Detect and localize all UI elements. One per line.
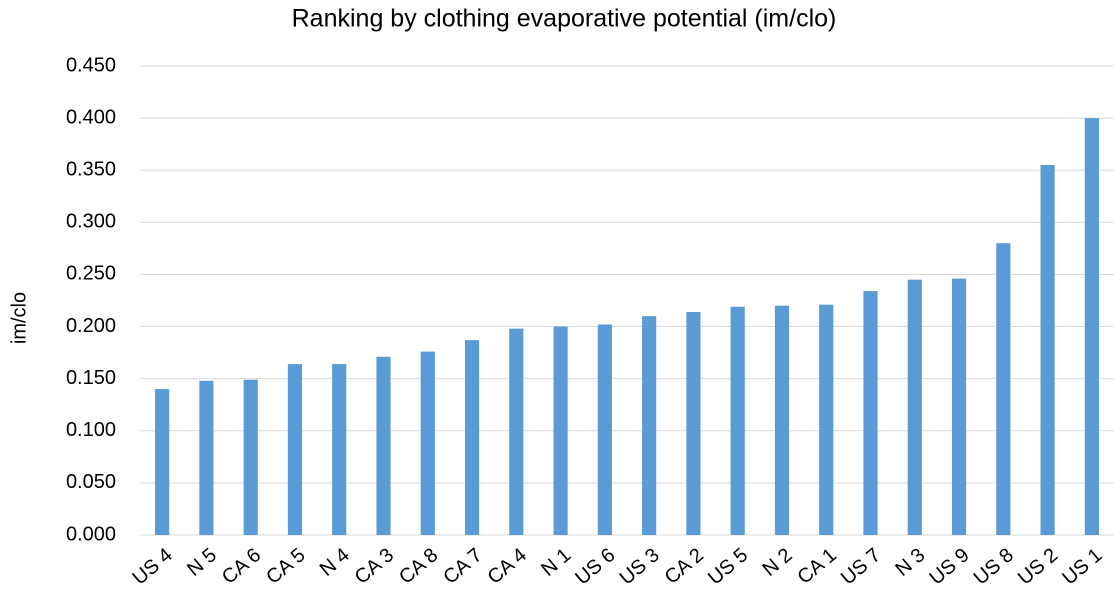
- x-tick-label: US 6: [571, 544, 619, 589]
- y-tick-label: 0.400: [66, 106, 116, 128]
- bar: [464, 340, 480, 535]
- x-tick-label: US 2: [1014, 544, 1062, 589]
- x-tick-label: CA 6: [218, 544, 265, 589]
- x-tick-label: CA 2: [661, 544, 708, 589]
- x-tick-label: CA 5: [262, 544, 309, 589]
- x-tick-label: CA 7: [439, 544, 486, 589]
- y-tick-label: 0.100: [66, 419, 116, 441]
- y-tick-label: 0.350: [66, 159, 116, 181]
- bar: [553, 326, 568, 535]
- x-tick-label: US 3: [616, 544, 664, 589]
- bar: [996, 243, 1011, 535]
- x-tick-label: US 8: [970, 544, 1018, 589]
- x-tick-label: N 1: [537, 544, 575, 581]
- y-tick-label: 0.200: [66, 315, 116, 337]
- bar: [155, 389, 170, 535]
- y-tick-label: 0.000: [66, 523, 116, 545]
- x-tick-label: N 2: [759, 544, 797, 581]
- bar: [243, 379, 258, 535]
- x-tick-label: CA 8: [395, 544, 442, 589]
- bar: [774, 305, 790, 535]
- bar: [819, 304, 834, 535]
- x-tick-label: N 5: [183, 544, 221, 581]
- bar: [420, 351, 435, 535]
- bar: [597, 324, 612, 535]
- x-tick-label: CA 3: [351, 544, 398, 589]
- bar: [509, 328, 524, 535]
- y-tick-label: 0.150: [66, 367, 116, 389]
- x-tick-label: US 5: [704, 544, 752, 589]
- bar: [376, 356, 391, 535]
- bar: [951, 278, 967, 535]
- bar: [199, 380, 214, 535]
- chart-title: Ranking by clothing evaporative potentia…: [292, 5, 837, 33]
- bar: [686, 311, 701, 535]
- x-tick-label: US 1: [1058, 544, 1106, 589]
- y-tick-label: 0.300: [66, 211, 116, 233]
- x-tick-label: US 9: [925, 544, 973, 589]
- x-tick-label: CA 4: [484, 544, 531, 589]
- bar: [1084, 118, 1099, 535]
- bar: [863, 291, 878, 535]
- bar: [287, 364, 303, 535]
- bar: [642, 316, 657, 535]
- y-tick-label: 0.050: [66, 471, 116, 493]
- y-tick-label: 0.250: [66, 263, 116, 285]
- y-tick-label: 0.450: [66, 54, 116, 76]
- x-tick-label: N 3: [891, 544, 929, 581]
- bar: [907, 279, 922, 535]
- x-tick-label: CA 1: [793, 544, 840, 589]
- x-tick-label: US 4: [129, 544, 177, 589]
- bar: [1040, 165, 1055, 535]
- bar: [332, 364, 347, 535]
- y-axis-label: im/clo: [8, 292, 30, 344]
- x-tick-label: US 7: [837, 544, 885, 589]
- x-tick-label: N 4: [316, 544, 354, 581]
- bar: [730, 306, 745, 535]
